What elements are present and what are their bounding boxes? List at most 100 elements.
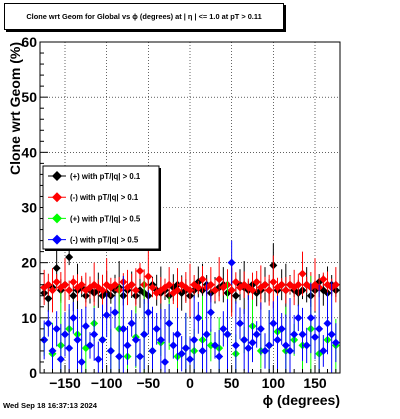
data-point-marker <box>256 324 265 333</box>
data-point-marker <box>48 346 57 355</box>
data-point-marker <box>69 277 78 286</box>
data-point-marker <box>148 283 157 292</box>
legend-box <box>42 165 160 250</box>
x-tick-label: 100 <box>262 375 286 391</box>
y-tick-label: 10 <box>21 310 37 326</box>
data-point-marker <box>98 286 107 295</box>
series-2 <box>40 249 340 317</box>
data-point-marker <box>281 286 290 295</box>
data-point-marker <box>173 330 182 339</box>
data-point-marker <box>231 277 240 286</box>
data-point-marker <box>198 346 207 355</box>
x-tick-label: −100 <box>91 375 123 391</box>
data-point-marker <box>127 319 136 328</box>
legend-item: (+) with pT/|q| > 0.5 <box>48 213 141 224</box>
data-point-marker <box>177 349 186 358</box>
data-point-marker <box>248 286 257 295</box>
chart-title: Clone wrt Geom for Global vs ϕ (degrees)… <box>26 12 262 21</box>
data-point-marker <box>269 319 278 328</box>
data-point-marker <box>252 330 261 339</box>
data-point-marker <box>302 341 311 350</box>
data-point-marker <box>98 335 107 344</box>
data-point-marker <box>306 313 315 322</box>
data-point-marker <box>90 330 99 339</box>
data-point-marker <box>298 269 307 278</box>
data-point-marker <box>61 330 69 339</box>
data-point-marker <box>48 286 57 295</box>
data-point-marker <box>81 322 90 331</box>
data-point-marker <box>194 313 203 322</box>
y-tick-label: 60 <box>21 34 37 50</box>
data-point-marker <box>136 352 144 361</box>
y-tick-label: 0 <box>29 365 37 381</box>
data-point-marker <box>240 335 249 344</box>
data-point-marker <box>231 341 240 350</box>
data-point-marker <box>40 335 49 344</box>
data-point-marker <box>319 275 328 284</box>
data-point-marker <box>194 283 203 292</box>
data-point-marker <box>215 275 224 284</box>
data-point-marker <box>186 286 194 295</box>
legend-label: (-) with pT/|q| > 0.5 <box>70 236 139 245</box>
data-point-marker <box>331 280 340 289</box>
data-point-marker <box>227 286 236 295</box>
data-point-marker <box>261 280 269 289</box>
data-point-marker <box>144 272 153 281</box>
data-point-marker <box>69 291 78 300</box>
data-point-marker <box>94 355 103 364</box>
data-point-marker <box>73 335 82 344</box>
y-tick-label: 50 <box>21 89 37 105</box>
y-axis-label: Clone wrt Geom (%) <box>7 42 23 175</box>
data-point-marker <box>261 346 269 355</box>
x-tick-label: −50 <box>136 375 160 391</box>
data-point-marker <box>156 335 165 344</box>
legend: (+) with pT/|q| > 0.1 (-) with pT/|q| > 0… <box>42 165 161 251</box>
data-point-marker <box>165 280 174 289</box>
data-point-marker <box>327 330 336 339</box>
data-point-marker <box>206 308 215 317</box>
data-point-marker <box>281 341 290 350</box>
x-tick-label: −150 <box>49 375 81 391</box>
chart-title-box: Clone wrt Geom for Global vs ϕ (degrees)… <box>4 3 284 30</box>
data-point-marker <box>77 280 86 289</box>
data-point-marker <box>111 280 119 289</box>
data-point-marker <box>161 357 169 366</box>
data-point-marker <box>215 352 224 361</box>
data-point-marker <box>148 346 157 355</box>
y-tick-label: 30 <box>21 200 37 216</box>
data-point-marker <box>202 330 211 339</box>
data-point-marker <box>52 264 61 273</box>
data-point-marker <box>294 313 303 322</box>
data-point-marker <box>277 324 286 333</box>
data-point-marker <box>111 308 119 317</box>
data-point-marker <box>190 335 199 344</box>
y-tick-label: 40 <box>21 144 37 160</box>
data-point-marker <box>211 286 219 295</box>
data-point-marker <box>44 319 53 328</box>
data-point-marker <box>290 330 299 339</box>
legend-label: (-) with pT/|q| > 0.1 <box>70 193 139 202</box>
data-point-marker <box>119 324 128 333</box>
data-point-marker <box>331 338 340 347</box>
data-point-marker <box>231 291 240 300</box>
legend-label: (+) with pT/|q| > 0.1 <box>70 172 141 181</box>
data-point-marker <box>115 352 124 361</box>
legend-marker <box>52 234 62 245</box>
data-point-marker <box>323 319 332 328</box>
legend-item: (-) with pT/|q| > 0.1 <box>48 192 139 203</box>
y-tick-label: 20 <box>21 255 37 271</box>
legend-shadow <box>45 249 161 251</box>
data-point-marker <box>244 344 253 353</box>
data-point-marker <box>56 283 65 292</box>
data-point-marker <box>52 277 61 286</box>
data-point-marker <box>252 277 261 286</box>
data-point-marker <box>236 319 244 328</box>
data-point-marker <box>227 258 236 267</box>
data-point-marker <box>123 341 132 350</box>
data-point-marker <box>211 341 219 350</box>
data-point-marker <box>311 333 319 342</box>
data-point-marker <box>136 266 144 275</box>
data-point-marker <box>127 280 136 289</box>
timestamp-footer: Wed Sep 18 16:37:13 2024 <box>3 401 97 410</box>
